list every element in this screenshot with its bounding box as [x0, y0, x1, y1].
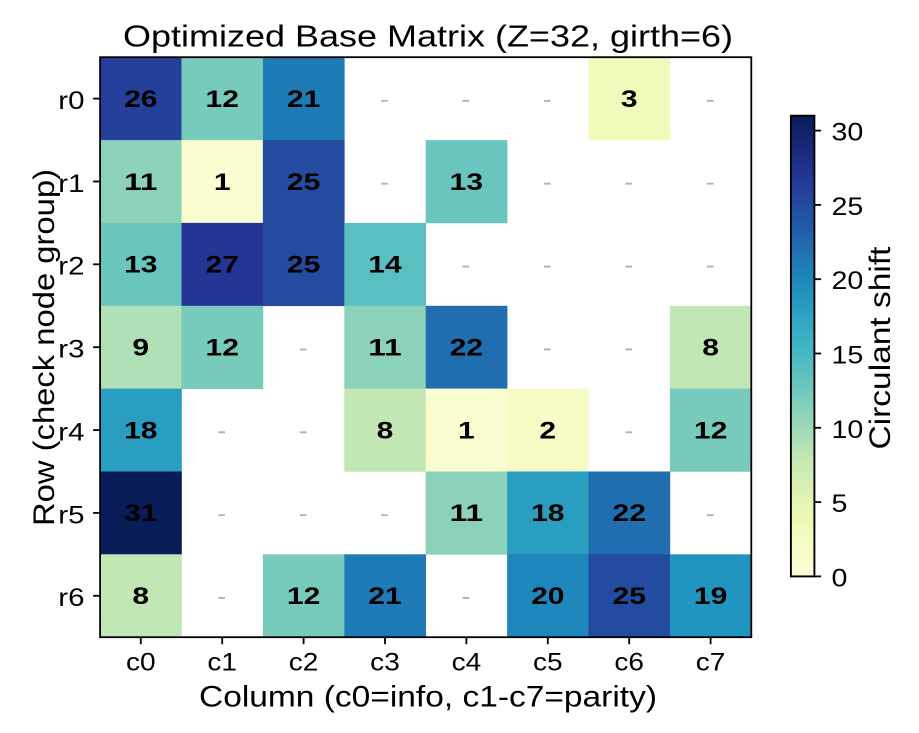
- svg-text:11: 11: [124, 169, 157, 196]
- svg-text:c4: c4: [452, 648, 482, 676]
- svg-text:r6: r6: [58, 584, 84, 612]
- svg-text:20: 20: [531, 583, 564, 610]
- svg-text:22: 22: [450, 335, 483, 362]
- svg-text:25: 25: [613, 583, 646, 610]
- svg-text:1: 1: [214, 169, 231, 196]
- svg-text:21: 21: [287, 86, 320, 113]
- svg-text:30: 30: [832, 119, 864, 147]
- svg-text:c1: c1: [207, 648, 237, 676]
- svg-text:r4: r4: [58, 419, 84, 447]
- svg-text:12: 12: [287, 583, 320, 610]
- svg-text:c0: c0: [126, 648, 156, 676]
- svg-text:9: 9: [132, 335, 149, 362]
- svg-text:12: 12: [206, 86, 239, 113]
- svg-text:18: 18: [531, 500, 564, 527]
- svg-text:c5: c5: [533, 648, 563, 676]
- svg-text:8: 8: [377, 417, 394, 444]
- svg-text:19: 19: [694, 583, 727, 610]
- svg-text:r0: r0: [58, 87, 84, 115]
- svg-text:c7: c7: [696, 648, 726, 676]
- svg-text:c3: c3: [370, 648, 400, 676]
- svg-text:25: 25: [287, 252, 320, 279]
- svg-text:13: 13: [124, 252, 157, 279]
- svg-text:14: 14: [368, 252, 402, 279]
- svg-text:27: 27: [206, 252, 239, 279]
- svg-text:18: 18: [124, 417, 157, 444]
- svg-text:25: 25: [287, 169, 320, 196]
- svg-text:21: 21: [368, 583, 401, 610]
- svg-text:r3: r3: [58, 336, 84, 364]
- svg-text:10: 10: [832, 416, 864, 444]
- svg-text:c6: c6: [614, 648, 644, 676]
- svg-text:1: 1: [458, 417, 475, 444]
- svg-text:20: 20: [832, 267, 864, 295]
- svg-text:r2: r2: [58, 253, 84, 281]
- svg-text:12: 12: [206, 335, 239, 362]
- svg-text:22: 22: [613, 500, 646, 527]
- svg-text:8: 8: [702, 335, 719, 362]
- svg-text:11: 11: [368, 335, 401, 362]
- svg-text:r5: r5: [58, 501, 84, 529]
- svg-text:Circulant shift: Circulant shift: [864, 247, 897, 450]
- svg-text:13: 13: [450, 169, 483, 196]
- svg-text:15: 15: [832, 342, 864, 370]
- svg-text:3: 3: [621, 86, 638, 113]
- svg-text:Optimized Base Matrix (Z=32, g: Optimized Base Matrix (Z=32, girth=6): [123, 19, 733, 54]
- svg-text:2: 2: [539, 417, 556, 444]
- svg-text:8: 8: [132, 583, 149, 610]
- svg-text:c2: c2: [289, 648, 319, 676]
- svg-text:r1: r1: [58, 170, 84, 198]
- svg-text:31: 31: [124, 500, 157, 527]
- svg-text:Column (c0=info, c1-c7=parity): Column (c0=info, c1-c7=parity): [199, 681, 657, 714]
- svg-text:Row (check node group): Row (check node group): [28, 169, 61, 526]
- svg-text:0: 0: [832, 564, 848, 592]
- svg-text:11: 11: [450, 500, 483, 527]
- svg-text:12: 12: [694, 417, 727, 444]
- svg-text:26: 26: [124, 86, 157, 113]
- svg-text:5: 5: [832, 490, 848, 518]
- svg-text:25: 25: [832, 193, 864, 221]
